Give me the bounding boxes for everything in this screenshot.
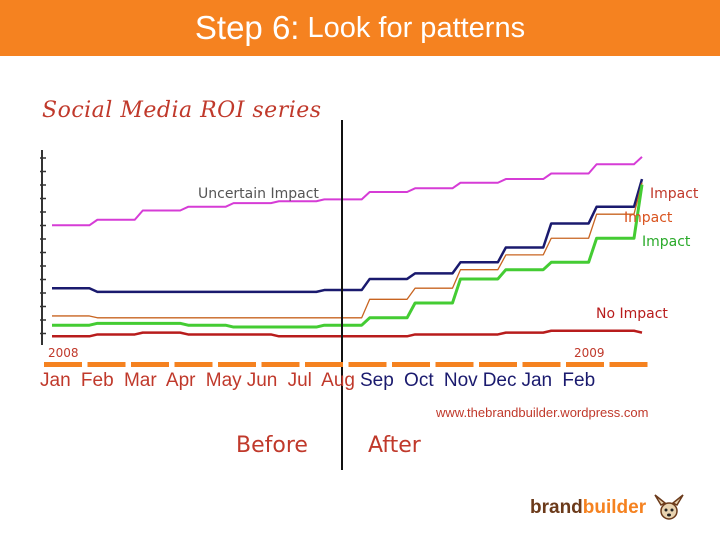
source-url: www.thebrandbuilder.wordpress.com	[436, 405, 649, 420]
month-label: Mar	[123, 370, 157, 391]
timeline-dash	[609, 362, 648, 367]
month-label: Jul	[287, 370, 312, 391]
timeline-dash	[392, 362, 430, 367]
timeline-dash	[261, 362, 300, 367]
year-label-2008: 2008	[48, 346, 79, 360]
timeline-dash	[479, 362, 517, 367]
timeline-dash	[566, 362, 604, 367]
series-line	[52, 329, 643, 338]
series-line	[52, 184, 644, 329]
month-label: Feb	[562, 370, 596, 391]
month-label: Jan	[40, 370, 71, 391]
dog-mascot-icon	[654, 494, 685, 520]
timeline-dashes	[44, 362, 648, 367]
month-label: Aug	[321, 370, 355, 391]
timeline-dash	[218, 362, 256, 367]
title-bar: Step 6: Look for patterns	[0, 0, 720, 56]
timeline-dash	[131, 362, 169, 367]
annotation-impact-2: Impact	[624, 210, 673, 226]
annotation-impact-1: Impact	[650, 186, 699, 202]
month-label: Jun	[246, 370, 278, 391]
brandbuilder-logo: brandbuilder	[530, 493, 689, 523]
series-title: Social Media ROI series	[42, 98, 322, 123]
annotation-impact-3: Impact	[642, 234, 691, 250]
timeline-dash	[348, 362, 387, 367]
phase-after-label: After	[368, 433, 421, 458]
slide-title-step: Step 6:	[194, 9, 300, 46]
month-label: Dec	[482, 370, 517, 391]
month-label: Feb	[80, 370, 114, 391]
year-label-2009: 2009	[574, 346, 605, 360]
logo-brand-text: brand	[530, 497, 583, 519]
slide-title: Look for patterns	[307, 11, 526, 44]
month-label: May	[205, 370, 242, 391]
annotation-uncertain-impact: Uncertain Impact	[198, 186, 319, 202]
series-line	[52, 156, 643, 227]
month-label: Apr	[165, 370, 196, 391]
series-lines	[52, 156, 644, 338]
timeline-dash	[522, 362, 561, 367]
timeline-dash	[174, 362, 213, 367]
series-line	[52, 178, 644, 294]
timeline-dash	[44, 362, 82, 367]
timeline-dash	[435, 362, 474, 367]
phase-before-label: Before	[236, 433, 308, 458]
logo-builder-text: builder	[582, 497, 647, 519]
month-label: Oct	[404, 370, 434, 391]
month-labels: Jan Feb Mar Apr May Jun Jul Aug Sep Oct No…	[40, 370, 600, 392]
series-line	[52, 182, 643, 319]
month-label: Sep	[359, 370, 394, 391]
month-label: Nov	[443, 370, 478, 391]
timeline-dash	[87, 362, 126, 367]
timeline-dash	[305, 362, 343, 367]
month-label: Jan	[521, 370, 553, 391]
annotation-no-impact: No Impact	[596, 306, 668, 322]
y-axis-ticks	[40, 157, 46, 335]
